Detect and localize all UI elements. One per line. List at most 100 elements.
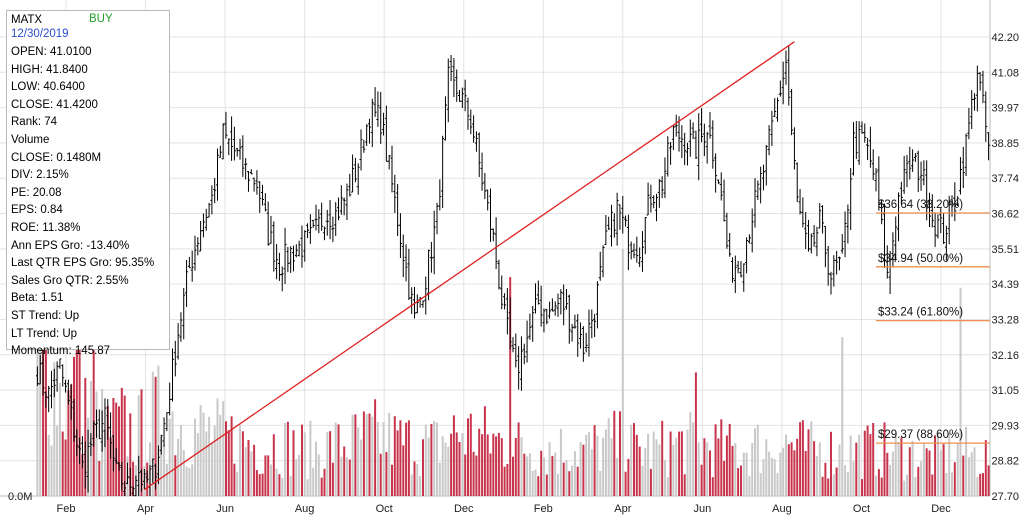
volume-bar: [202, 412, 205, 496]
price-candle: [66, 379, 70, 405]
volume-bar: [666, 477, 669, 496]
volume-bar: [450, 433, 453, 496]
info-row: LT Trend: Up: [11, 327, 78, 340]
volume-bar: [579, 442, 582, 496]
volume-bar: [106, 405, 109, 496]
price-candle: [182, 288, 186, 340]
price-candle: [323, 226, 326, 241]
volume-bar: [877, 469, 880, 496]
volume-bar: [959, 287, 962, 496]
price-candle: [472, 115, 476, 143]
volume-bar: [219, 414, 222, 496]
volume-bar: [227, 430, 230, 496]
volume-bar: [393, 416, 396, 496]
volume-bar: [346, 456, 348, 496]
volume-bar: [151, 371, 154, 496]
price-candle: [719, 172, 723, 201]
price-candle: [517, 346, 521, 390]
price-candle: [947, 195, 951, 245]
volume-bar: [44, 348, 47, 496]
price-candle: [536, 280, 540, 305]
volume-bar: [205, 431, 208, 496]
price-candle: [531, 306, 535, 342]
price-candle: [429, 241, 433, 273]
price-candle: [83, 441, 87, 489]
price-candle: [894, 216, 898, 260]
price-candle: [126, 462, 129, 485]
volume-bar: [613, 410, 616, 496]
price-candle: [441, 135, 445, 208]
price-candle: [815, 226, 819, 257]
price-candle: [283, 227, 287, 284]
volume-bar: [863, 430, 866, 496]
price-candle: [632, 243, 636, 259]
volume-bar: [889, 464, 892, 496]
volume-bar: [194, 418, 196, 496]
price-candle: [491, 228, 495, 242]
volume-bar: [869, 434, 872, 496]
volume-bar: [607, 418, 610, 496]
price-candle: [263, 193, 267, 212]
price-tick-label: 31.05: [991, 385, 1019, 397]
volume-bar: [163, 444, 166, 496]
price-candle: [176, 323, 180, 360]
date-tick-label: Dec: [931, 503, 951, 515]
volume-bar: [680, 431, 683, 496]
volume-bar: [596, 435, 599, 496]
volume-bar: [208, 416, 211, 496]
price-candle: [230, 116, 234, 161]
volume-bar: [652, 431, 655, 496]
price-candle: [638, 247, 642, 267]
volume-bar: [931, 474, 934, 496]
price-candle: [477, 132, 481, 177]
price-candle: [823, 225, 827, 268]
volume-bar: [937, 432, 939, 496]
price-candle: [778, 80, 782, 97]
volume-bar: [315, 441, 317, 496]
volume-bar: [179, 425, 182, 496]
volume-bar: [81, 454, 84, 496]
price-candle: [863, 123, 867, 143]
volume-bar: [787, 444, 790, 496]
volume-bar: [312, 467, 315, 496]
price-candle: [151, 458, 155, 483]
volume-bar: [517, 422, 520, 496]
price-candle: [714, 153, 718, 193]
volume-bar: [95, 391, 98, 496]
volume-bar: [39, 322, 42, 496]
price-candle: [438, 179, 442, 211]
volume-bar: [58, 382, 61, 496]
price-candle: [286, 246, 290, 273]
price-candle: [686, 142, 689, 166]
volume-bar: [444, 442, 447, 496]
volume-bar: [903, 480, 906, 496]
volume-bar: [796, 438, 799, 496]
volume-bar: [531, 471, 534, 496]
info-row: Momentum: 145.87: [11, 345, 111, 358]
volume-bar: [416, 464, 419, 496]
volume-bar: [987, 465, 990, 496]
price-candle: [913, 153, 917, 162]
volume-bar: [770, 457, 773, 496]
price-candle: [944, 225, 948, 261]
price-candle: [314, 204, 318, 231]
price-candle: [773, 98, 777, 117]
volume-bar: [177, 438, 180, 496]
volume-bar: [92, 263, 95, 496]
volume-bar: [132, 461, 135, 496]
price-candle: [469, 109, 473, 135]
price-candle: [86, 429, 90, 493]
ticker-symbol: MATX: [11, 14, 43, 26]
volume-bar: [537, 476, 540, 496]
volume-bar: [984, 440, 987, 496]
price-candle: [137, 455, 141, 496]
volume-bar: [191, 464, 194, 496]
price-tick-label: 28.82: [991, 456, 1019, 468]
volume-bar: [697, 442, 700, 496]
price-candle: [897, 192, 900, 242]
volume-bar: [979, 473, 982, 496]
price-candle: [807, 219, 810, 252]
volume-bar: [714, 424, 717, 496]
price-candle: [382, 112, 385, 136]
price-candle: [162, 417, 166, 447]
